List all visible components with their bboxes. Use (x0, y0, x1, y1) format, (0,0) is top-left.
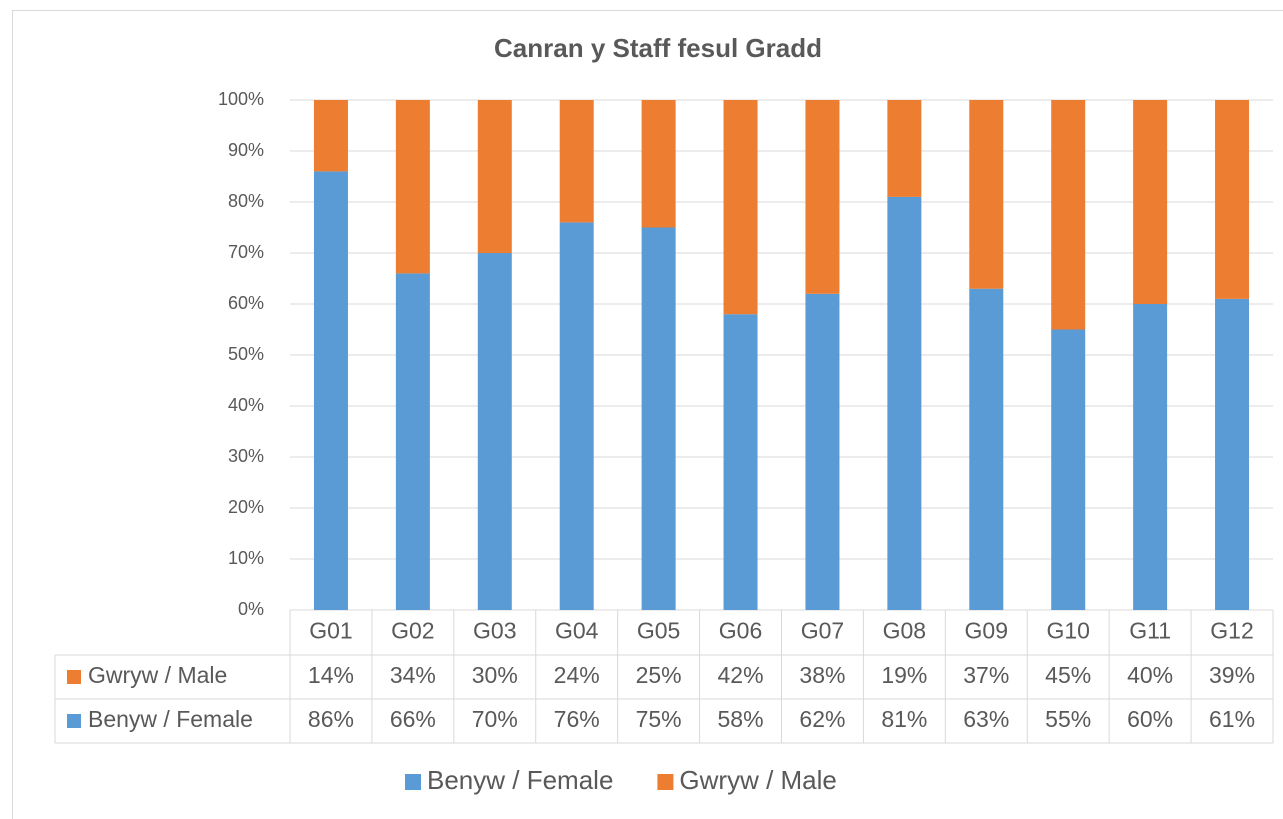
table-value: 62% (799, 706, 845, 732)
table-value: 34% (390, 662, 436, 688)
y-tick-label: 10% (228, 548, 264, 568)
table-value: 37% (963, 662, 1009, 688)
bar-segment (559, 100, 594, 223)
table-value: 42% (718, 662, 764, 688)
y-tick-label: 40% (228, 395, 264, 415)
table-value: 63% (963, 706, 1009, 732)
x-tick-label: G08 (883, 618, 926, 644)
bar-segment (641, 100, 676, 228)
legend-label: Benyw / Female (427, 765, 613, 795)
table-value: 75% (636, 706, 682, 732)
legend-key (405, 774, 421, 790)
bar-segment (313, 100, 348, 172)
bar-segment (1051, 100, 1086, 330)
bar-segment (723, 314, 758, 610)
y-tick-label: 70% (228, 242, 264, 262)
legend-key (657, 774, 674, 790)
table-legend-key (67, 670, 81, 684)
table-value: 55% (1045, 706, 1091, 732)
table-value: 39% (1209, 662, 1255, 688)
table-value: 86% (308, 706, 354, 732)
y-tick-label: 60% (228, 293, 264, 313)
table-value: 14% (308, 662, 354, 688)
table-legend-key (67, 714, 81, 728)
table-value: 40% (1127, 662, 1173, 688)
table-value: 61% (1209, 706, 1255, 732)
x-tick-label: G07 (801, 618, 844, 644)
bar-segment (805, 293, 840, 610)
bar-segment (969, 100, 1004, 289)
table-value: 76% (554, 706, 600, 732)
bar-segment (1133, 100, 1168, 304)
table-value: 60% (1127, 706, 1173, 732)
table-value: 45% (1045, 662, 1091, 688)
bar-segment (559, 222, 594, 610)
x-tick-label: G03 (473, 618, 516, 644)
table-value: 19% (881, 662, 927, 688)
x-tick-label: G05 (637, 618, 680, 644)
bar-segment (723, 100, 758, 315)
bar-segment (395, 273, 430, 610)
bar-segment (641, 227, 676, 610)
bar-segment (477, 253, 512, 610)
x-tick-label: G11 (1129, 618, 1171, 644)
bar-segment (1215, 100, 1250, 299)
y-tick-label: 30% (228, 446, 264, 466)
x-tick-label: G01 (309, 618, 352, 644)
legend-label: Gwryw / Male (679, 765, 836, 795)
y-tick-label: 100% (218, 89, 264, 109)
y-tick-label: 20% (228, 497, 264, 517)
table-row-label: Benyw / Female (88, 706, 253, 732)
x-tick-label: G02 (391, 618, 434, 644)
table-row-label: Gwryw / Male (88, 662, 227, 688)
table-value: 24% (554, 662, 600, 688)
bar-segment (1051, 329, 1086, 610)
y-tick-label: 0% (238, 599, 264, 619)
table-value: 30% (472, 662, 518, 688)
x-tick-label: G06 (719, 618, 762, 644)
table-value: 25% (636, 662, 682, 688)
bar-segment (1215, 298, 1250, 610)
bar-segment (887, 100, 922, 197)
x-tick-label: G12 (1210, 618, 1253, 644)
y-tick-label: 80% (228, 191, 264, 211)
table-value: 70% (472, 706, 518, 732)
chart-title: Canran y Staff fesul Gradd (494, 33, 822, 63)
bar-segment (805, 100, 840, 294)
table-value: 58% (718, 706, 764, 732)
bar-segment (1133, 304, 1168, 610)
bar-segment (887, 196, 922, 610)
bar-segment (313, 171, 348, 610)
bar-segment (969, 288, 1004, 610)
bar-segment (395, 100, 430, 274)
x-tick-label: G09 (965, 618, 1008, 644)
table-value: 66% (390, 706, 436, 732)
x-tick-label: G04 (555, 618, 599, 644)
y-tick-label: 50% (228, 344, 264, 364)
bar-segment (477, 100, 512, 253)
y-tick-label: 90% (228, 140, 264, 160)
x-tick-label: G10 (1046, 618, 1089, 644)
table-value: 81% (881, 706, 927, 732)
table-value: 38% (799, 662, 845, 688)
